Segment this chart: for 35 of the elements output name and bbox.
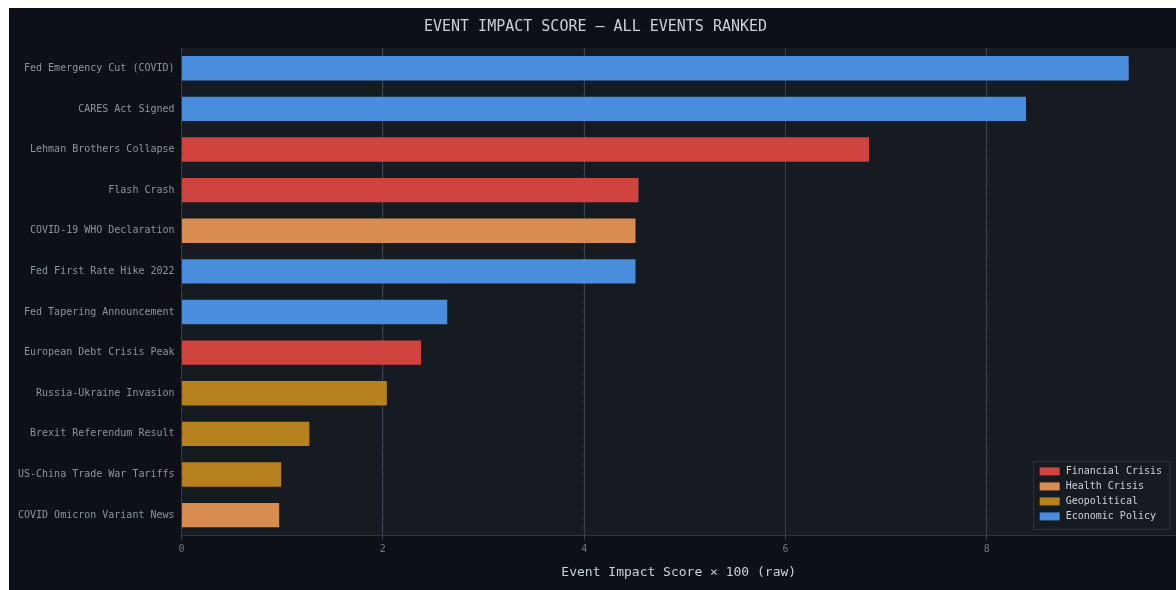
x-tick-label: 8 [983, 542, 990, 554]
x-axis-title: Event Impact Score × 100 (raw) [561, 563, 797, 579]
x-tick-label: 4 [581, 542, 588, 554]
bar [182, 137, 869, 162]
bar [182, 462, 282, 487]
bar [182, 381, 387, 406]
bar [182, 177, 639, 203]
y-tick-label: European Debt Crisis Peak [24, 346, 175, 358]
y-tick-label: CARES Act Signed [78, 102, 175, 114]
chart-title: EVENT IMPACT SCORE — ALL EVENTS RANKED [423, 16, 768, 35]
y-tick-label: COVID-19 WHO Declaration [30, 224, 175, 236]
bar [182, 299, 448, 325]
bar [182, 56, 1129, 81]
bar [182, 259, 636, 284]
legend-label: Geopolitical [1065, 494, 1138, 506]
y-tick-label: Flash Crash [108, 183, 175, 195]
x-tick-label: 0 [178, 542, 185, 554]
y-tick-label: Fed Tapering Announcement [24, 305, 175, 317]
y-tick-label: Fed Emergency Cut (COVID) [24, 61, 175, 73]
x-tick-label: 2 [379, 542, 386, 554]
y-tick-label: Fed First Rate Hike 2022 [30, 264, 175, 276]
bar [182, 502, 280, 528]
y-tick-label: Brexit Referendum Result [30, 427, 175, 439]
legend-label: Economic Policy [1065, 509, 1156, 521]
bar [182, 340, 422, 365]
bar [182, 96, 1027, 122]
x-tick-label: 6 [782, 542, 789, 554]
y-tick-label: COVID Omicron Variant News [17, 508, 175, 520]
y-tick-label: Lehman Brothers Collapse [30, 143, 175, 155]
bar [182, 218, 636, 243]
y-tick-label: US-China Trade War Tariffs [17, 468, 175, 480]
y-tick-label: Russia-Ukraine Invasion [36, 386, 175, 398]
legend-label: Health Crisis [1065, 479, 1144, 491]
legend-label: Financial Crisis [1065, 464, 1162, 476]
bar [182, 421, 310, 447]
